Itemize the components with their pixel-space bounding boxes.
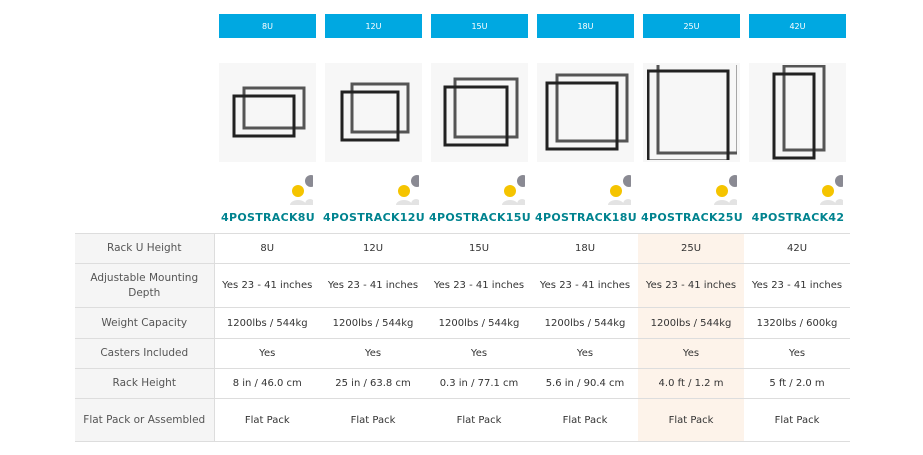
product-name-link[interactable]: 4POSTRACK25U <box>641 211 743 224</box>
product-image[interactable] <box>749 63 846 162</box>
cell-value: 8 in / 46.0 cm <box>214 368 320 399</box>
cell-value: Flat Pack <box>320 398 426 442</box>
table-row: Flat Pack or Assembled Flat Pack Flat Pack… <box>75 398 850 442</box>
cell-value: Flat Pack <box>638 398 744 442</box>
cell-value: 42U <box>744 233 850 264</box>
cell-value: 1320lbs / 600kg <box>744 307 850 339</box>
row-label: Adjustable Mounting Depth <box>75 263 215 308</box>
row-label: Flat Pack or Assembled <box>75 398 215 442</box>
product-name-link[interactable]: 4POSTRACK12U <box>323 211 425 224</box>
table-row: Adjustable Mounting Depth Yes 23 - 41 inc… <box>75 263 850 308</box>
cell-value: Flat Pack <box>426 398 532 442</box>
product-image[interactable] <box>643 63 740 162</box>
cell-value: Yes 23 - 41 inches <box>744 263 850 308</box>
cell-value: 5 ft / 2.0 m <box>744 368 850 399</box>
cell-value: Flat Pack <box>744 398 850 442</box>
product-image[interactable] <box>431 63 528 162</box>
rack-image <box>443 77 518 147</box>
cell-value: 1200lbs / 544kg <box>638 307 744 339</box>
product-name-link[interactable]: 4POSTRACK15U <box>429 211 531 224</box>
cell-value: 12U <box>320 233 426 264</box>
size-tab[interactable]: 18U <box>537 14 634 38</box>
cell-value: Flat Pack <box>532 398 638 442</box>
size-tab[interactable]: 42U <box>749 14 846 38</box>
row-label: Rack U Height <box>75 233 215 264</box>
cell-value: 8U <box>214 233 320 264</box>
rack-image <box>646 65 737 160</box>
product-name-link[interactable]: 4POSTRACK42 <box>751 211 845 224</box>
row-label: Casters Included <box>75 338 215 369</box>
cell-value: 0.3 in / 77.1 cm <box>426 368 532 399</box>
size-tab[interactable]: 15U <box>431 14 528 38</box>
rack-image <box>232 86 305 138</box>
cell-value: Yes 23 - 41 inches <box>214 263 320 308</box>
product-image[interactable] <box>325 63 422 162</box>
cell-value: 15U <box>426 233 532 264</box>
cell-value: 25 in / 63.8 cm <box>320 368 426 399</box>
cell-value: 1200lbs / 544kg <box>214 307 320 339</box>
product-image[interactable] <box>219 63 316 162</box>
comparison-table: Rack U Height 8U 12U 15U 18U 25U 42U Adjustable… <box>75 233 850 442</box>
cell-value: Yes <box>532 338 638 369</box>
product-name-link[interactable]: 4POSTRACK8U <box>221 211 315 224</box>
rack-image <box>772 65 825 160</box>
product-name-link[interactable]: 4POSTRACK18U <box>535 211 637 224</box>
cell-value: Yes <box>638 338 744 369</box>
cell-value: 4.0 ft / 1.2 m <box>638 368 744 399</box>
brand-logo-icon <box>608 175 631 205</box>
cell-value: 5.6 in / 90.4 cm <box>532 368 638 399</box>
table-row: Weight Capacity 1200lbs / 544kg 1200lbs / … <box>75 307 850 339</box>
size-tab[interactable]: 25U <box>643 14 740 38</box>
row-label: Weight Capacity <box>75 307 215 339</box>
cell-value: Yes 23 - 41 inches <box>426 263 532 308</box>
row-label: Rack Height <box>75 368 215 399</box>
product-image[interactable] <box>537 63 634 162</box>
brand-logo-icon <box>502 175 525 205</box>
table-row: Rack Height 8 in / 46.0 cm 25 in / 63.8 cm… <box>75 368 850 399</box>
cell-value: Yes <box>320 338 426 369</box>
cell-value: Yes 23 - 41 inches <box>532 263 638 308</box>
cell-value: 1200lbs / 544kg <box>426 307 532 339</box>
brand-logo-icon <box>290 175 313 205</box>
cell-value: 1200lbs / 544kg <box>320 307 426 339</box>
cell-value: Yes <box>744 338 850 369</box>
brand-logo-icon <box>820 175 843 205</box>
rack-image <box>340 82 409 142</box>
table-row: Rack U Height 8U 12U 15U 18U 25U 42U <box>75 233 850 264</box>
cell-value: 18U <box>532 233 638 264</box>
rack-image <box>545 73 628 151</box>
cell-value: Yes <box>426 338 532 369</box>
cell-value: Yes <box>214 338 320 369</box>
cell-value: Yes 23 - 41 inches <box>638 263 744 308</box>
cell-value: 25U <box>638 233 744 264</box>
size-tab[interactable]: 12U <box>325 14 422 38</box>
cell-value: 1200lbs / 544kg <box>532 307 638 339</box>
table-row: Casters Included Yes Yes Yes Yes Yes Yes <box>75 338 850 369</box>
brand-logo-icon <box>396 175 419 205</box>
cell-value: Yes 23 - 41 inches <box>320 263 426 308</box>
brand-logo-icon <box>714 175 737 205</box>
cell-value: Flat Pack <box>214 398 320 442</box>
size-tab[interactable]: 8U <box>219 14 316 38</box>
